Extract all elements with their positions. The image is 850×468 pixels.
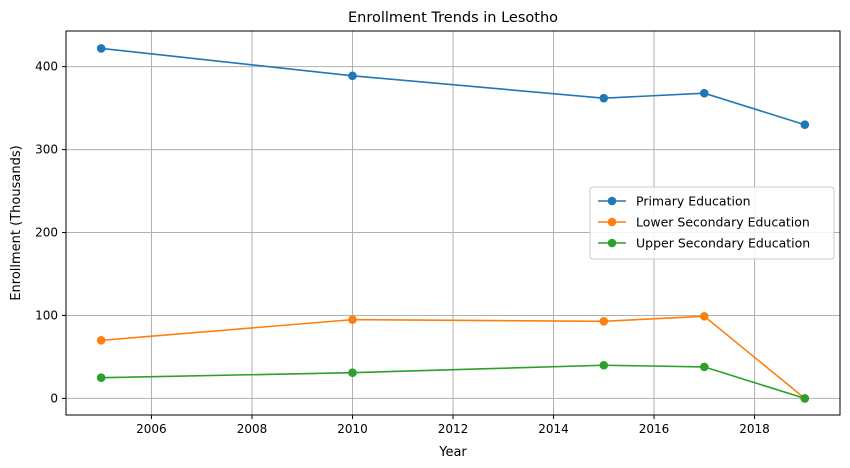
data-point xyxy=(348,71,357,81)
legend-label: Lower Secondary Education xyxy=(636,215,810,230)
legend-swatch-marker xyxy=(607,196,617,206)
x-tick-label: 2008 xyxy=(237,422,268,436)
y-tick-label: 200 xyxy=(35,226,58,240)
series-1 xyxy=(96,44,810,130)
y-tick-label: 100 xyxy=(35,308,58,322)
data-point xyxy=(599,93,609,103)
series-3 xyxy=(96,360,810,403)
data-point xyxy=(348,315,357,324)
data-point xyxy=(96,44,106,53)
legend-item: Primary Education xyxy=(598,194,751,209)
y-tick-label: 0 xyxy=(50,391,58,405)
series-lines xyxy=(96,44,810,403)
y-tick-label: 400 xyxy=(35,60,58,74)
x-tick-label: 2010 xyxy=(337,422,368,436)
legend-label: Primary Education xyxy=(636,194,751,209)
legend-swatch-marker xyxy=(607,238,617,248)
data-point xyxy=(96,373,106,382)
x-axis-label: Year xyxy=(438,445,467,460)
data-point xyxy=(96,336,106,345)
x-tick-label: 2016 xyxy=(639,422,670,436)
data-point xyxy=(699,312,709,321)
data-point xyxy=(800,394,810,403)
x-tick-label: 2014 xyxy=(538,422,569,436)
y-tick-label: 300 xyxy=(35,143,58,157)
legend-box xyxy=(589,186,835,260)
axis-ticks: 2006 2008 2010 2012 2014 2016 2018 0 100 200 300 40… xyxy=(35,60,770,436)
legend-label: Upper Secondary Education xyxy=(636,236,810,251)
legend-swatch-marker xyxy=(607,217,617,227)
data-point xyxy=(699,88,709,98)
data-point xyxy=(348,368,357,378)
x-tick-label: 2018 xyxy=(739,422,770,436)
chart-title: Enrollment Trends in Lesotho xyxy=(348,10,558,26)
y-axis-label: Enrollment (Thousands) xyxy=(9,145,24,300)
data-point xyxy=(699,362,709,372)
data-point xyxy=(800,120,810,130)
x-tick-label: 2006 xyxy=(136,422,167,436)
legend-item: Upper Secondary Education xyxy=(598,236,810,251)
data-point xyxy=(599,316,609,326)
legend-item: Lower Secondary Education xyxy=(598,215,810,230)
legend: Primary Education Lower Secondary Educati… xyxy=(589,186,835,260)
x-tick-label: 2012 xyxy=(438,422,469,436)
data-point xyxy=(599,360,609,370)
